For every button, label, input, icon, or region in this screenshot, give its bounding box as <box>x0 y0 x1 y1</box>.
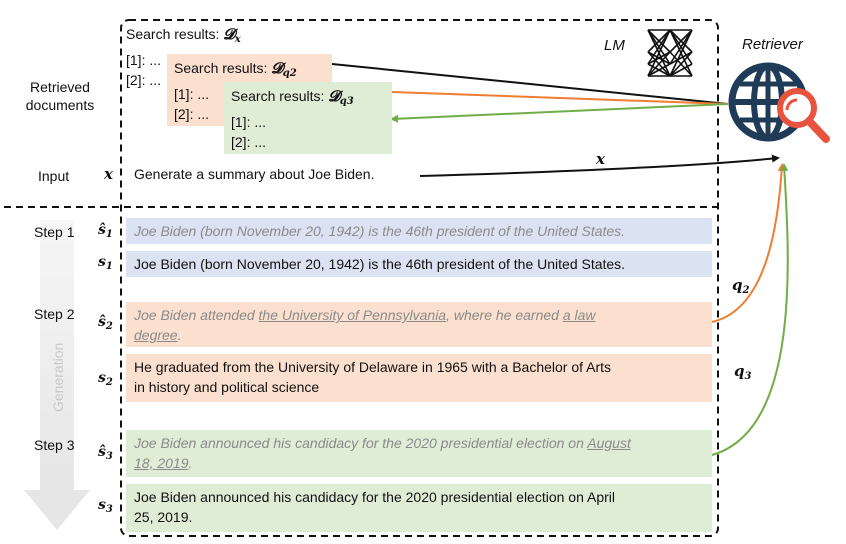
search-results-dq3: Search results: 𝓓q3 [1]: ... [2]: ... <box>224 82 392 154</box>
dq3-title: Search results: <box>231 88 325 104</box>
neural-network-icon <box>647 29 693 77</box>
s1-hat-symbol: ŝ1 <box>98 222 113 240</box>
q2-arrow-label: q2 <box>732 276 750 296</box>
input-x-symbol: x <box>104 165 113 183</box>
s2-symbol: s2 <box>98 370 113 388</box>
x-arrow <box>419 154 780 177</box>
s3-box: Joe Biden announced his candidacy for th… <box>126 484 712 532</box>
s3-hat-box: Joe Biden announced his candidacy for th… <box>126 430 712 477</box>
dq2-line <box>391 91 729 105</box>
magnifier-icon <box>777 88 830 143</box>
generation-arrow <box>24 220 90 530</box>
s2-hat-box: Joe Biden attended the University of Pen… <box>126 302 712 347</box>
retriever-label: Retriever <box>742 36 803 53</box>
dx-line1: [1]: ... <box>126 52 162 68</box>
input-text: Generate a summary about Joe Biden. <box>134 166 375 182</box>
step3-label: Step 3 <box>34 437 75 453</box>
lm-label: LM <box>604 37 625 54</box>
q2-arrow <box>711 163 786 323</box>
s3-symbol: s3 <box>98 497 113 515</box>
search-results-dx: Search results: 𝓓x [1]: ... [2]: ... <box>126 25 241 88</box>
s3-hat-symbol: ŝ3 <box>98 444 113 462</box>
dq2-line1: [1]: ... <box>174 86 210 102</box>
retrieved-documents-label: Retrieved documents <box>25 79 95 113</box>
step1-label: Step 1 <box>34 224 75 240</box>
q3-arrow <box>711 163 789 456</box>
step2-label: Step 2 <box>34 306 75 322</box>
input-label: Input <box>38 168 70 184</box>
dx-line2: [2]: ... <box>126 72 162 88</box>
x-arrow-label: x <box>596 150 605 168</box>
dq2-line2: [2]: ... <box>174 106 210 122</box>
dq2-title: Search results: <box>174 60 268 76</box>
lm-dashed-box <box>120 19 719 537</box>
dq3-line2: [2]: ... <box>231 134 267 150</box>
s1-box: Joe Biden (born November 20, 1942) is th… <box>126 251 712 277</box>
s1-hat-box: Joe Biden (born November 20, 1942) is th… <box>126 218 712 244</box>
dq3-line1: [1]: ... <box>231 114 267 130</box>
dx-line <box>331 63 729 105</box>
dx-title: Search results: <box>126 26 220 42</box>
s1-symbol: s1 <box>98 254 113 272</box>
s2-box: He graduated from the University of Dela… <box>126 354 712 402</box>
s2-hat-symbol: ŝ2 <box>98 314 113 332</box>
dq3-arrow <box>390 103 729 123</box>
generation-label: Generation <box>50 342 66 412</box>
q3-arrow-label: q3 <box>734 362 752 382</box>
